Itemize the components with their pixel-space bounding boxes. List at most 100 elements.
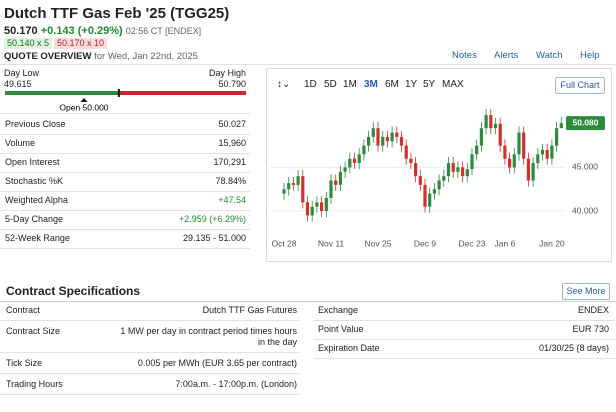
candle-body [324,197,328,212]
stat-value: 78.84% [215,176,246,186]
candle-body [390,132,394,142]
x-tick-label: Dec 23 [459,238,486,248]
divider [0,113,250,114]
candle-body [287,183,291,190]
candle-body [296,176,300,185]
timeframe-button[interactable]: 5Y [423,79,436,90]
spec-label: Point Value [318,324,364,334]
candle-body [446,163,451,177]
divider [314,320,616,321]
candle-body [334,180,338,185]
timeframe-button[interactable]: 5D [324,79,337,90]
timeframe-button[interactable]: 1M [343,79,357,90]
spec-value: Dutch TTF Gas Futures [202,305,297,315]
stat-label: Open Interest [5,157,60,167]
toolbar-link[interactable]: Help [580,50,600,61]
divider [314,339,616,340]
candle-body [301,176,305,203]
candle-body [503,145,507,159]
timeframe-button[interactable]: 1Y [405,79,418,90]
candle-body [451,163,455,172]
candle-body [320,202,324,212]
quote-time: 02:56 CT [ENDEX] [125,26,202,36]
specs-title: Contract Specifications [6,284,141,298]
stat-label: Weighted Alpha [5,195,68,205]
day-low-label: Day Low [4,68,40,78]
candle-body [475,145,479,155]
chart-type-icon[interactable]: ↕⌄ [277,79,291,90]
divider [0,301,616,302]
candle-body [498,123,502,146]
candle-body [343,167,347,172]
chart-panel [266,68,612,262]
candle-body [559,123,563,129]
spec-value: EUR 730 [572,324,609,334]
candle-body [367,136,371,146]
candle-body [512,154,516,168]
spec-label: Contract [6,305,41,315]
candle-body [470,154,474,170]
timeframe-button[interactable]: MAX [442,79,464,90]
candle-body [291,183,295,185]
divider [0,172,250,173]
toolbar-link[interactable]: Watch [536,50,563,61]
toolbar-link[interactable]: Alerts [494,50,519,61]
timeframe-button[interactable]: 6M [385,79,399,90]
stat-label: Stochastic %K [5,176,64,186]
spec-value: ENDEX [577,305,609,315]
divider [0,373,300,374]
divider [0,394,300,395]
stat-value: +47.54 [218,195,246,205]
y-tick-label: 45.000 [572,162,598,172]
candle-body [517,132,521,155]
timeframe-button[interactable]: 1D [304,79,317,90]
candle-body [310,206,314,216]
candle-body [555,128,559,146]
candle-body [357,154,361,164]
candle-body [428,193,432,207]
candle-body [479,128,483,146]
candle-body [442,176,446,181]
see-more-button[interactable]: See More [562,283,610,300]
candle-body [545,149,549,159]
candle-body [432,189,436,194]
x-tick-label: Oct 28 [271,238,296,248]
spec-value: 1 MW per day in contract period times ho… [120,326,297,347]
candle-body [376,128,380,146]
divider [0,153,250,154]
last-marker [117,89,120,97]
candle-body [352,158,357,164]
divider [0,248,250,249]
candle-body [522,132,526,159]
divider [314,358,616,359]
x-tick-label: Nov 25 [365,238,392,248]
open-marker [80,98,88,102]
candle-body [414,163,418,177]
divider [0,191,250,192]
range-up [5,91,119,95]
divider [0,64,616,65]
spec-value: 01/30/25 (8 days) [538,343,609,353]
x-tick-label: Jan 20 [539,238,565,248]
spec-label: Tick Size [6,358,43,368]
candle-body [371,128,375,137]
open-label: Open 50.000 [59,102,108,112]
candle-body [550,145,554,159]
divider [0,352,300,353]
candle-body [540,149,545,155]
full-chart-button[interactable]: Full Chart [555,77,605,94]
last-price-label: 50.080 [573,117,599,127]
candle-body [423,184,427,207]
stat-value: +2.959 (+6.29%) [178,214,246,224]
day-range-bar: Open 50.000 [5,89,246,112]
candle-body [493,123,498,129]
timeframe-button[interactable]: 3M [364,79,378,90]
divider [0,229,250,230]
candle-body [418,176,422,185]
spec-value: 7:00a.m. - 17:00p.m. (London) [175,379,297,389]
toolbar-link[interactable]: Notes [452,50,477,61]
stat-label: Volume [5,138,36,148]
candle-body [315,202,319,207]
